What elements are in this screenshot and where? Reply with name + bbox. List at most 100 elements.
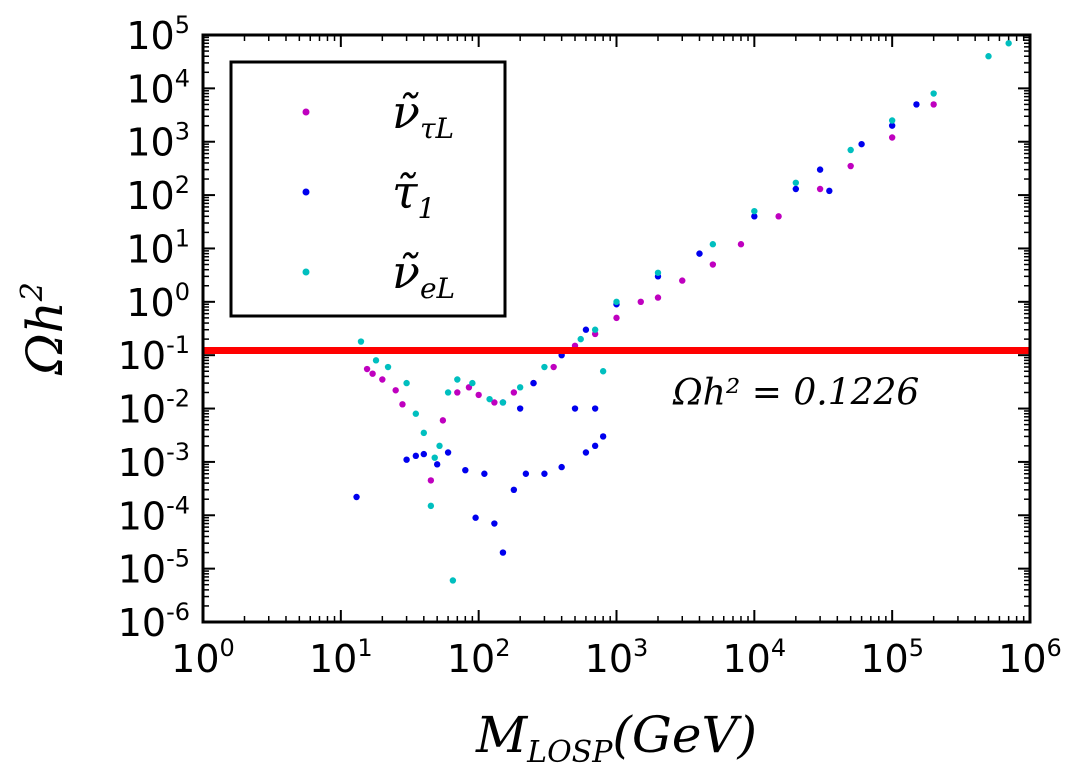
data-point <box>522 470 530 477</box>
data-point <box>1005 40 1012 47</box>
data-point <box>654 269 662 276</box>
y-axis-label: Ωh2 <box>15 282 74 376</box>
data-point <box>427 502 435 510</box>
data-point <box>431 454 438 461</box>
data-point <box>709 261 717 268</box>
data-point <box>541 363 548 371</box>
data-point <box>530 379 537 387</box>
y-tick-label: 10-3 <box>118 438 190 485</box>
x-tick-label: 106 <box>998 634 1062 681</box>
data-point <box>751 207 758 215</box>
legend-label: ν̃τL <box>392 85 454 145</box>
series-group <box>353 101 920 556</box>
x-axis-label-rest: (GeV) <box>612 706 757 764</box>
data-point <box>436 442 443 450</box>
data-point <box>412 452 420 460</box>
x-axis-label-main: M <box>475 706 529 764</box>
data-point <box>499 399 507 406</box>
data-point <box>462 466 469 474</box>
data-point <box>469 379 476 387</box>
data-point <box>913 101 920 108</box>
data-point <box>558 463 565 471</box>
data-point <box>550 363 557 371</box>
data-point <box>481 470 488 477</box>
data-point <box>599 433 607 440</box>
data-point <box>888 134 896 141</box>
y-tick-labels: 10-6 10-5 10-4 10-3 10-2 10-1 100 101 102 103 104 1… <box>118 11 190 645</box>
data-point <box>792 185 800 193</box>
data-point <box>491 399 498 406</box>
y-tick-label: 103 <box>126 118 190 165</box>
threshold-annotation: Ωh² = 0.1226 <box>672 372 919 413</box>
data-point <box>372 357 380 364</box>
data-point <box>510 389 518 396</box>
x-axis-label: MLOSP(GeV) <box>475 706 757 770</box>
data-point <box>930 90 937 97</box>
data-point <box>353 493 360 501</box>
data-point <box>591 326 599 333</box>
legend-marker <box>302 188 310 196</box>
data-point <box>379 376 386 383</box>
y-tick-label: 102 <box>126 171 190 218</box>
data-point <box>582 449 590 456</box>
data-point <box>433 461 441 468</box>
y-tick-label: 100 <box>126 278 190 325</box>
x-tick-label: 102 <box>447 634 511 681</box>
data-point <box>577 335 584 343</box>
data-point <box>751 213 758 220</box>
series-group <box>357 40 1012 584</box>
legend-marker <box>302 108 310 116</box>
y-tick-label: 105 <box>126 11 190 58</box>
data-point <box>412 410 420 417</box>
data-point <box>403 379 410 387</box>
data-point <box>444 389 452 396</box>
legend-label: τ̃1 <box>392 165 435 225</box>
data-point <box>420 450 428 458</box>
legend: ν̃τL τ̃1 ν̃eL <box>229 60 507 318</box>
data-point <box>613 298 620 306</box>
data-point <box>363 365 371 373</box>
data-point <box>571 405 579 412</box>
x-tick-label: 101 <box>309 634 373 681</box>
x-tick-label: 103 <box>585 634 649 681</box>
data-point <box>403 456 410 463</box>
x-tick-labels: 100 101 102 103 104 105 106 <box>171 634 1062 681</box>
data-point <box>637 298 644 306</box>
data-point <box>369 370 376 377</box>
data-point <box>472 514 479 521</box>
data-point <box>613 314 620 322</box>
data-point <box>847 162 854 170</box>
data-point <box>599 368 607 375</box>
data-point <box>816 185 824 193</box>
legend-label: ν̃eL <box>392 245 455 305</box>
y-tick-label: 10-2 <box>118 385 190 432</box>
data-point <box>357 338 365 345</box>
data-point <box>499 549 507 556</box>
data-point <box>847 146 854 154</box>
data-point <box>696 250 703 257</box>
data-point <box>454 376 461 383</box>
y-axis-label-main: Ωh <box>16 301 74 376</box>
data-point <box>454 389 461 396</box>
legend-box <box>229 60 507 318</box>
data-point <box>985 53 992 60</box>
data-point <box>858 140 865 148</box>
y-tick-label: 10-6 <box>118 598 190 645</box>
y-tick-label: 104 <box>126 64 190 111</box>
data-point <box>516 384 524 391</box>
data-point <box>392 387 399 394</box>
data-point <box>582 326 590 333</box>
x-tick-label: 104 <box>723 634 787 681</box>
data-point <box>449 577 457 584</box>
data-point <box>930 101 937 108</box>
data-point <box>737 241 745 248</box>
y-tick-label: 101 <box>126 224 190 271</box>
data-point <box>439 417 447 424</box>
data-point <box>792 179 800 186</box>
data-point <box>491 520 498 527</box>
x-tick-label: 100 <box>171 634 235 681</box>
data-point <box>420 429 428 437</box>
data-point <box>654 294 662 301</box>
